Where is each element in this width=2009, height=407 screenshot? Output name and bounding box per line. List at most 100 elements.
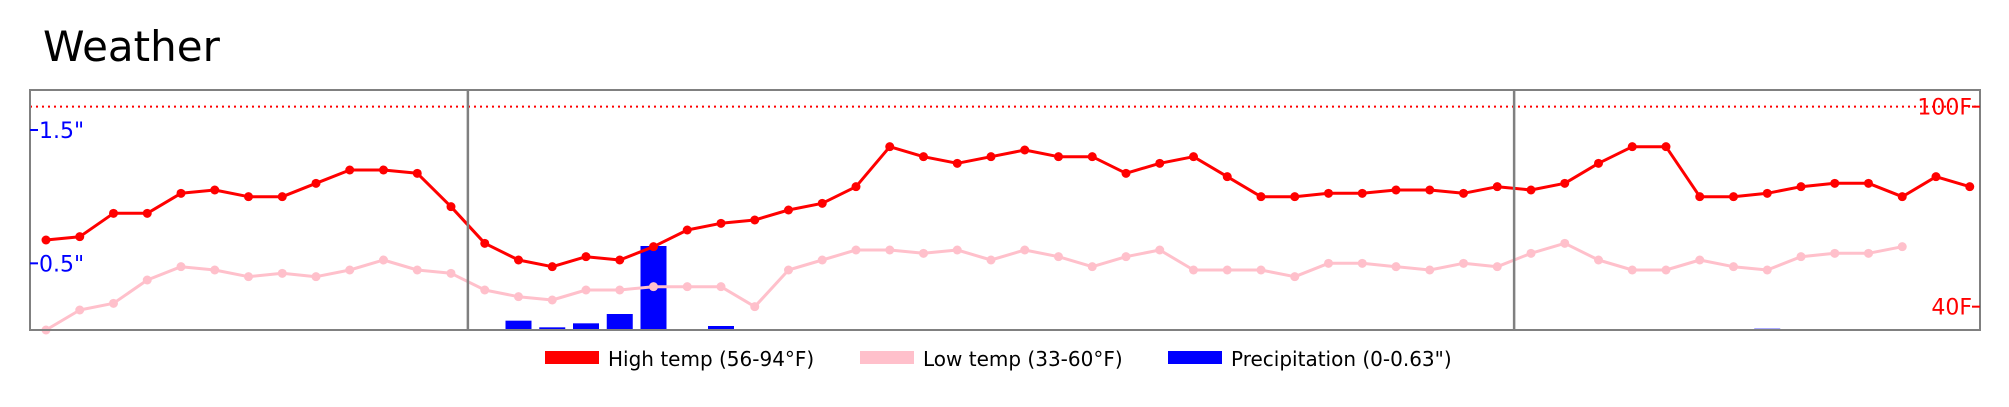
high-temp-line	[45, 145, 1971, 269]
low-temp-point	[1897, 242, 1907, 252]
high-temp-point	[851, 182, 861, 192]
high-temp-point	[817, 198, 827, 208]
low-temp-point	[547, 295, 557, 305]
high-temp-point	[1965, 182, 1975, 192]
precip-bar	[708, 326, 734, 330]
high-temp-point	[480, 238, 490, 248]
high-temp-point	[1931, 172, 1941, 182]
low-temp-point	[345, 265, 355, 275]
low-temp-point	[1290, 272, 1300, 282]
high-temp-point	[1729, 192, 1738, 202]
low-temp-point	[1627, 265, 1637, 275]
temp-tick-label: 40F	[1931, 296, 1972, 321]
high-temp-point	[1054, 152, 1063, 162]
low-temp-point	[1425, 265, 1435, 275]
low-temp-point	[885, 245, 895, 255]
low-temp-point	[480, 285, 490, 295]
low-temp-point	[1762, 265, 1772, 275]
low-temp-point	[1729, 262, 1738, 272]
low-temp-point	[1256, 265, 1266, 275]
chart-title: Weather	[43, 22, 220, 71]
low-temp-point	[1155, 245, 1165, 255]
high-temp-point	[1864, 178, 1873, 188]
low-temp-point	[1594, 255, 1603, 265]
high-temp-point	[1155, 158, 1165, 168]
low-temp-point	[919, 248, 928, 258]
high-temp-point	[176, 188, 186, 198]
high-temp-point	[1695, 192, 1705, 202]
high-temp-point	[716, 218, 726, 228]
high-temp-point	[615, 255, 625, 265]
high-temp-point	[446, 202, 456, 212]
high-temp-point	[277, 192, 287, 202]
high-temp-point	[581, 252, 591, 262]
high-temp-point	[885, 142, 895, 152]
low-temp-point	[109, 298, 118, 308]
low-temp-point	[1054, 252, 1063, 262]
precip-bar	[505, 320, 532, 330]
precip-bar	[573, 323, 599, 330]
low-temp-point	[514, 292, 523, 302]
low-temp-point	[1324, 258, 1333, 268]
high-temp-point	[1762, 188, 1772, 198]
low-temp-point	[682, 282, 692, 292]
high-temp-point	[1796, 182, 1806, 192]
high-temp-point	[311, 178, 321, 188]
high-temp-point	[1189, 152, 1198, 162]
low-temp-point	[1020, 245, 1030, 255]
high-temp-point	[547, 262, 557, 272]
low-temp-point	[1222, 265, 1232, 275]
low-temp-point	[244, 272, 253, 282]
legend: High temp (56-94°F) Low temp (33-60°F) Pre…	[545, 347, 1452, 371]
precip-bar	[539, 327, 566, 330]
high-temp-point	[1661, 142, 1671, 152]
plot-frame	[29, 89, 1981, 331]
high-temp-point	[1391, 185, 1401, 195]
high-temp-point	[750, 215, 760, 225]
low-temp-point	[1830, 248, 1840, 258]
precip-tick-label: 1.5"	[39, 119, 84, 144]
period-separators	[466, 90, 1516, 330]
low-temp-point	[1087, 262, 1097, 272]
high-temp-point	[1121, 168, 1131, 178]
precip-tick-label: 0.5"	[39, 252, 84, 277]
high-temp-point	[1594, 158, 1603, 168]
high-temp-point	[1222, 172, 1232, 182]
high-temp-point	[1256, 192, 1266, 202]
temp-tick-label: 100F	[1917, 96, 1972, 121]
high-temp-point	[986, 152, 996, 162]
high-temp-point	[210, 185, 220, 195]
high-temp-point	[1492, 182, 1502, 192]
high-temp-point	[952, 158, 962, 168]
low-temp-point	[1391, 262, 1401, 272]
low-temp-point	[615, 285, 625, 295]
low-temp-point	[311, 272, 321, 282]
high-temp-point	[1560, 178, 1570, 188]
high-temp-point	[919, 152, 928, 162]
precip-bar	[606, 314, 633, 330]
high-temp-point	[345, 165, 355, 175]
high-temp-point	[412, 168, 422, 178]
low-temp-point	[851, 245, 861, 255]
low-temp-point	[1121, 252, 1131, 262]
high-temp-point	[379, 165, 388, 175]
legend-label: High temp (56-94°F)	[608, 347, 814, 371]
low-temp-series	[41, 238, 1907, 335]
low-temp-point	[1492, 262, 1502, 272]
low-temp-point	[1459, 258, 1468, 268]
low-temp-point	[412, 265, 422, 275]
low-temp-point	[952, 245, 962, 255]
low-temp-point	[1864, 248, 1873, 258]
high-temp-point	[1425, 185, 1435, 195]
legend-swatch	[545, 351, 599, 364]
low-temp-point	[176, 262, 186, 272]
low-temp-point	[649, 282, 658, 292]
high-temp-point	[1087, 152, 1097, 162]
low-temp-point	[379, 255, 388, 265]
low-temp-point	[750, 302, 760, 312]
low-temp-point	[986, 255, 996, 265]
legend-label: Precipitation (0-0.63")	[1231, 347, 1452, 371]
high-temp-point	[682, 225, 692, 235]
low-temp-point	[716, 282, 726, 292]
high-temp-point	[75, 232, 85, 242]
